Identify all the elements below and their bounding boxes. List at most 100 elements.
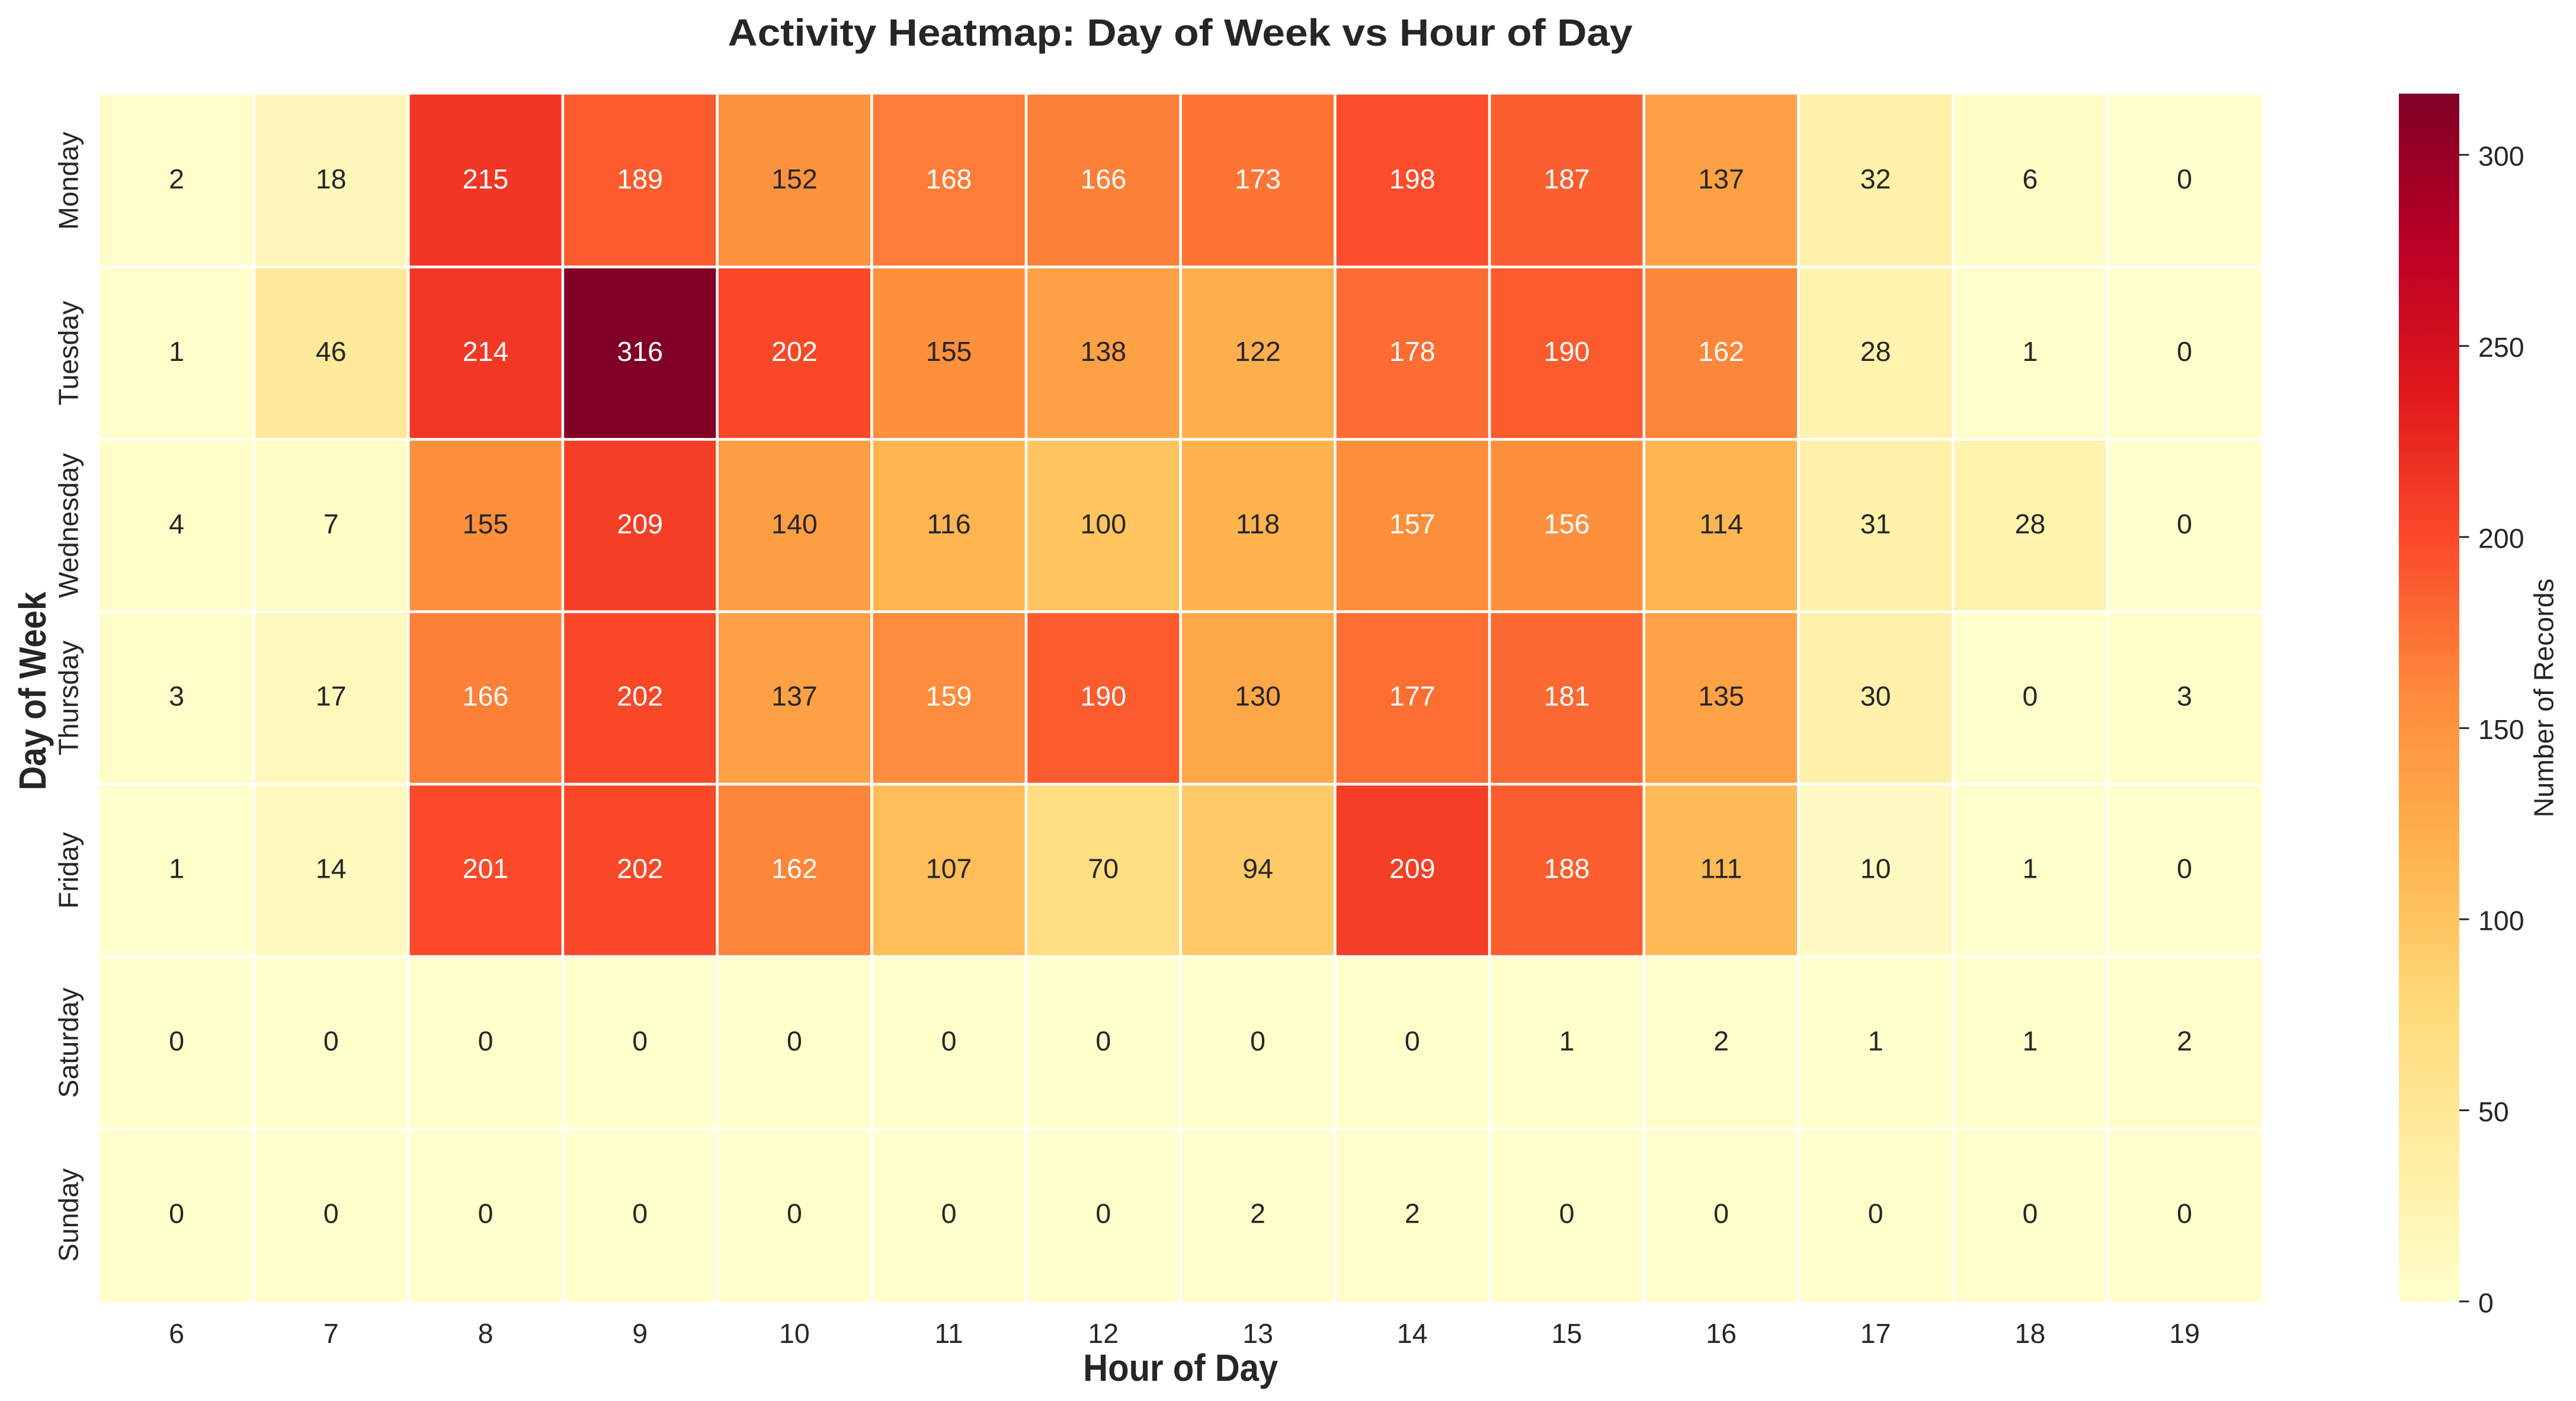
- svg-text:0: 0: [1095, 1198, 1111, 1229]
- svg-text:0: 0: [941, 1198, 957, 1229]
- svg-text:28: 28: [2015, 508, 2046, 539]
- svg-text:166: 166: [1081, 164, 1127, 194]
- svg-text:214: 214: [463, 336, 509, 367]
- svg-text:202: 202: [617, 681, 663, 712]
- svg-text:316: 316: [617, 336, 663, 367]
- svg-text:12: 12: [1088, 1318, 1119, 1349]
- svg-text:10: 10: [779, 1318, 810, 1349]
- svg-text:0: 0: [1559, 1198, 1575, 1229]
- svg-text:17: 17: [1860, 1318, 1891, 1349]
- svg-text:0: 0: [1868, 1198, 1883, 1229]
- svg-text:Sunday: Sunday: [53, 1168, 84, 1262]
- svg-text:2: 2: [1250, 1198, 1265, 1229]
- svg-text:0: 0: [2177, 853, 2192, 884]
- svg-text:0: 0: [632, 1198, 648, 1229]
- svg-text:100: 100: [2478, 906, 2524, 936]
- svg-text:14: 14: [316, 853, 347, 884]
- svg-text:Thursday: Thursday: [53, 640, 84, 756]
- svg-text:137: 137: [1698, 164, 1744, 194]
- svg-text:0: 0: [1405, 1026, 1420, 1057]
- svg-text:116: 116: [927, 508, 971, 539]
- svg-text:189: 189: [617, 164, 663, 194]
- svg-text:1: 1: [169, 336, 184, 367]
- svg-text:0: 0: [632, 1026, 648, 1057]
- svg-text:130: 130: [1235, 681, 1281, 712]
- svg-text:177: 177: [1389, 681, 1436, 712]
- svg-text:18: 18: [2015, 1318, 2046, 1349]
- svg-text:46: 46: [316, 336, 347, 367]
- svg-text:156: 156: [1544, 508, 1590, 539]
- svg-text:198: 198: [1389, 164, 1436, 194]
- svg-text:1: 1: [1559, 1026, 1575, 1057]
- svg-text:Activity Heatmap: Day of Week: Activity Heatmap: Day of Week vs Hour of…: [728, 11, 1633, 54]
- svg-text:155: 155: [926, 336, 972, 367]
- svg-text:Friday: Friday: [53, 831, 84, 909]
- svg-text:16: 16: [1706, 1318, 1736, 1349]
- svg-text:Number of Records: Number of Records: [2529, 578, 2559, 817]
- svg-text:209: 209: [617, 508, 663, 539]
- svg-text:0: 0: [941, 1026, 957, 1057]
- svg-text:6: 6: [169, 1318, 184, 1349]
- svg-text:11: 11: [934, 1318, 963, 1349]
- svg-text:3: 3: [169, 681, 184, 712]
- svg-text:18: 18: [316, 164, 347, 194]
- svg-text:152: 152: [771, 164, 818, 194]
- svg-text:188: 188: [1544, 853, 1590, 884]
- svg-text:94: 94: [1242, 853, 1273, 884]
- svg-text:1: 1: [169, 853, 184, 884]
- svg-text:215: 215: [463, 164, 509, 194]
- svg-text:0: 0: [1095, 1026, 1111, 1057]
- svg-text:10: 10: [1860, 853, 1891, 884]
- svg-text:0: 0: [1713, 1198, 1729, 1229]
- svg-text:114: 114: [1699, 508, 1743, 539]
- svg-text:150: 150: [2478, 714, 2524, 745]
- svg-text:0: 0: [787, 1026, 802, 1057]
- svg-text:1: 1: [2023, 336, 2038, 367]
- svg-text:Saturday: Saturday: [53, 987, 84, 1098]
- svg-text:13: 13: [1242, 1318, 1273, 1349]
- svg-text:8: 8: [478, 1318, 494, 1349]
- svg-text:0: 0: [323, 1198, 339, 1229]
- svg-text:9: 9: [632, 1318, 648, 1349]
- svg-text:28: 28: [1860, 336, 1891, 367]
- svg-text:135: 135: [1698, 681, 1744, 712]
- svg-text:162: 162: [1698, 336, 1744, 367]
- svg-text:Day of Week: Day of Week: [11, 591, 54, 790]
- svg-text:0: 0: [2177, 1198, 2192, 1229]
- svg-text:0: 0: [2177, 336, 2192, 367]
- svg-text:173: 173: [1235, 164, 1281, 194]
- svg-text:15: 15: [1552, 1318, 1582, 1349]
- svg-text:202: 202: [771, 336, 818, 367]
- svg-text:2: 2: [1405, 1198, 1420, 1229]
- svg-text:166: 166: [463, 681, 509, 712]
- svg-text:202: 202: [617, 853, 663, 884]
- svg-text:209: 209: [1389, 853, 1436, 884]
- svg-text:Hour of Day: Hour of Day: [1083, 1346, 1278, 1389]
- svg-text:162: 162: [771, 853, 818, 884]
- svg-text:Monday: Monday: [53, 132, 84, 230]
- svg-text:187: 187: [1544, 164, 1590, 194]
- svg-text:70: 70: [1088, 853, 1119, 884]
- svg-text:17: 17: [316, 681, 347, 712]
- svg-text:157: 157: [1389, 508, 1436, 539]
- svg-text:181: 181: [1544, 681, 1590, 712]
- svg-text:0: 0: [2478, 1288, 2494, 1319]
- svg-text:200: 200: [2478, 523, 2524, 554]
- svg-text:2: 2: [1713, 1026, 1729, 1057]
- svg-text:0: 0: [787, 1198, 802, 1229]
- svg-text:111: 111: [1700, 853, 1742, 884]
- svg-text:155: 155: [463, 508, 509, 539]
- svg-text:201: 201: [463, 853, 509, 884]
- svg-text:7: 7: [323, 1318, 339, 1349]
- svg-text:122: 122: [1235, 336, 1281, 367]
- svg-text:Tuesday: Tuesday: [53, 300, 84, 405]
- svg-text:Wednesday: Wednesday: [53, 453, 84, 598]
- svg-text:31: 31: [1860, 508, 1891, 539]
- svg-text:0: 0: [2177, 164, 2192, 194]
- svg-text:30: 30: [1860, 681, 1891, 712]
- svg-text:7: 7: [323, 508, 339, 539]
- svg-text:159: 159: [926, 681, 972, 712]
- svg-text:0: 0: [2177, 508, 2192, 539]
- svg-text:107: 107: [926, 853, 972, 884]
- svg-text:100: 100: [1081, 508, 1127, 539]
